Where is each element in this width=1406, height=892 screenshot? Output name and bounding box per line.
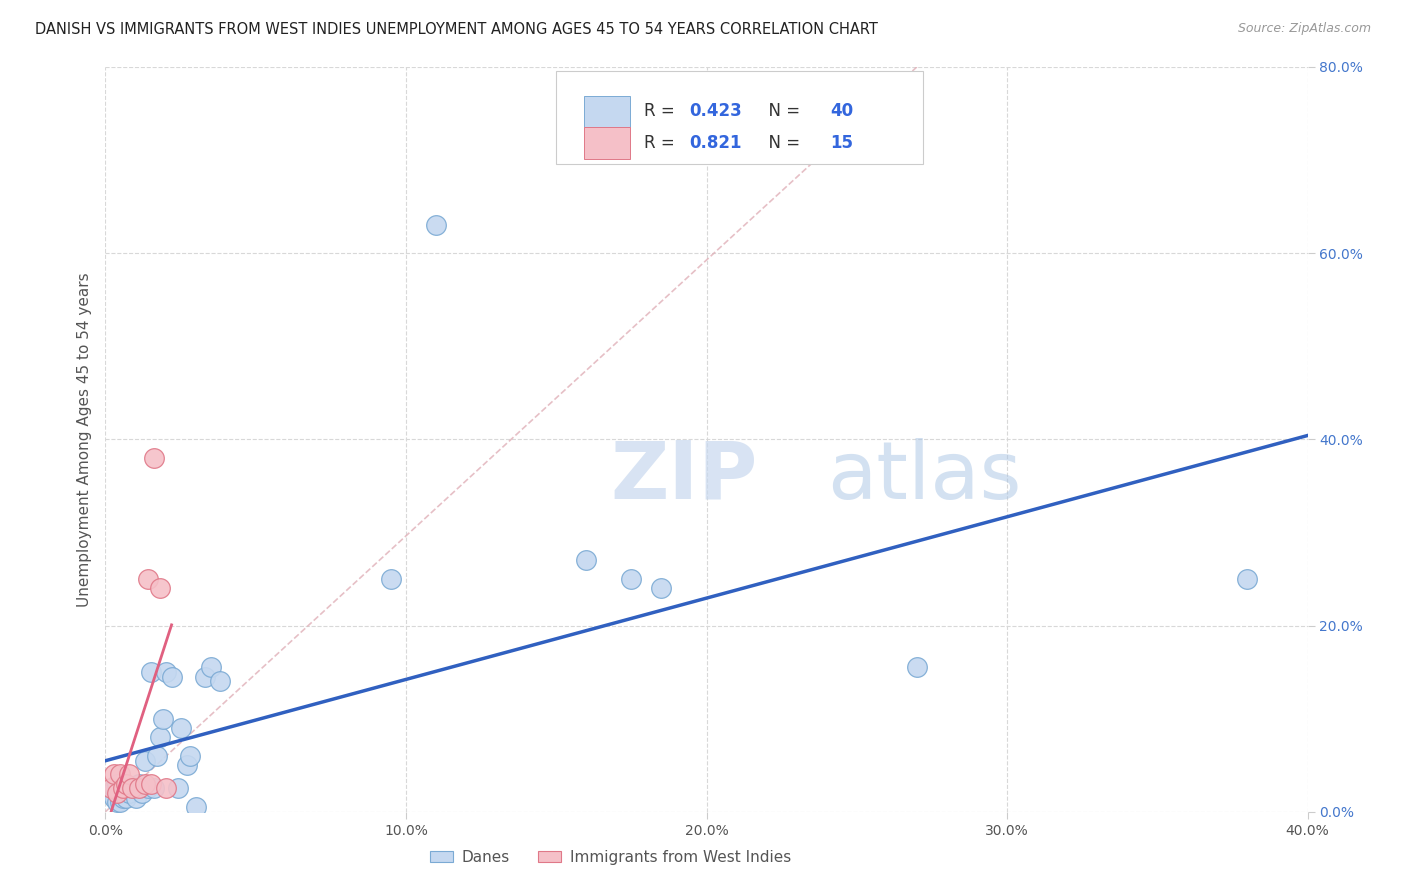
Point [110,786,132,800]
Text: 0.821: 0.821 [690,134,742,152]
Point [575,553,598,567]
Point [169,721,191,735]
Text: ZIP: ZIP [610,438,758,516]
Text: N =: N = [758,134,806,152]
Point [200,660,222,674]
Point [118,767,141,781]
Point [100,781,122,796]
Point [110,796,132,810]
Point [155,781,177,796]
Point [107,777,129,791]
Text: N =: N = [758,103,806,120]
Point [136,781,159,796]
Point [160,670,183,684]
Text: 40: 40 [831,103,853,120]
Point [139,777,162,791]
Point [184,800,207,814]
Text: R =: R = [644,134,681,152]
FancyBboxPatch shape [583,95,630,127]
Point [142,450,165,465]
Point [650,582,672,596]
Point [148,730,170,744]
Point [134,777,156,791]
Text: Source: ZipAtlas.com: Source: ZipAtlas.com [1237,22,1371,36]
Point [194,670,217,684]
FancyBboxPatch shape [557,70,922,164]
FancyBboxPatch shape [583,128,630,159]
Point [100,786,122,800]
Point [905,660,928,674]
Point [208,674,231,689]
Point [103,767,125,781]
Point [112,790,135,805]
Point [124,790,146,805]
Point [152,712,174,726]
Point [107,786,129,800]
Point [112,781,135,796]
Point [620,572,643,586]
Point [118,786,141,800]
Point [107,796,129,810]
Point [136,572,159,586]
Point [115,781,138,796]
Text: 0.423: 0.423 [690,103,742,120]
Point [425,218,447,232]
Point [131,786,153,800]
Point [115,777,138,791]
Point [179,748,201,763]
Point [128,781,150,796]
Point [103,790,125,805]
Text: R =: R = [644,103,681,120]
Text: 15: 15 [831,134,853,152]
Point [166,781,188,796]
Point [380,572,402,586]
Point [142,781,165,796]
Text: atlas: atlas [827,438,1021,516]
Point [155,665,177,679]
Point [134,754,156,768]
Y-axis label: Unemployment Among Ages 45 to 54 years: Unemployment Among Ages 45 to 54 years [76,272,91,607]
Point [121,781,143,796]
Point [145,748,167,763]
Point [1236,572,1258,586]
Point [103,781,125,796]
Point [110,767,132,781]
Point [121,781,143,796]
Point [128,777,150,791]
Point [112,781,135,796]
Point [115,790,138,805]
Legend: Danes, Immigrants from West Indies: Danes, Immigrants from West Indies [423,844,797,871]
Text: DANISH VS IMMIGRANTS FROM WEST INDIES UNEMPLOYMENT AMONG AGES 45 TO 54 YEARS COR: DANISH VS IMMIGRANTS FROM WEST INDIES UN… [35,22,877,37]
Point [176,758,198,772]
Point [139,665,162,679]
Point [148,582,170,596]
